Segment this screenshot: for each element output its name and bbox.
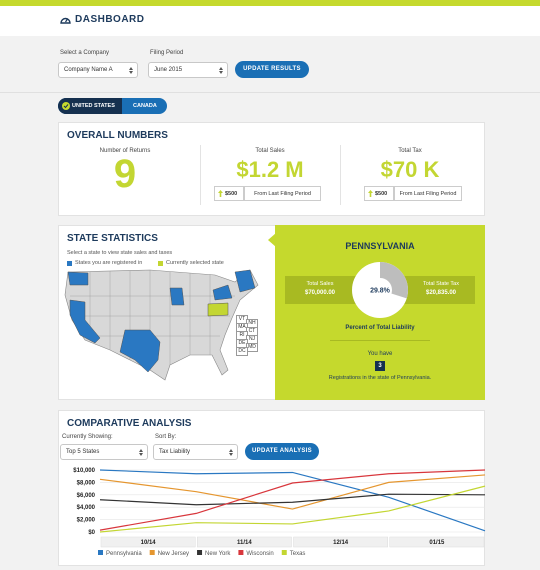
sales-label: Total Sales	[255, 148, 285, 154]
up-arrow	[368, 190, 373, 197]
tax-value: $70 K	[380, 157, 440, 182]
tax-change: $500	[364, 186, 394, 201]
dashboard-icon	[60, 17, 71, 24]
company-select[interactable]: Company Name A	[58, 62, 138, 78]
divider	[340, 145, 341, 205]
check-icon	[62, 102, 70, 110]
tab-us[interactable]	[58, 98, 122, 114]
overall-title: OVERALL NUMBERS	[67, 130, 168, 141]
sales-change-note: From Last Filing Period	[244, 186, 321, 201]
company-label: Select a Company	[60, 50, 110, 56]
registrations-note: Registrations in the state of Pennsylvan…	[328, 375, 432, 381]
select-arrows	[219, 67, 223, 74]
liability-caption: Percent of Total Liability	[345, 325, 415, 331]
header	[0, 6, 540, 36]
update-analysis-button[interactable]: UPDATE ANALYSIS	[245, 443, 319, 460]
sort-select[interactable]: Tax Liability	[153, 444, 238, 460]
divider	[200, 145, 201, 205]
select-arrows	[139, 449, 143, 456]
divider	[330, 340, 430, 341]
state-subtitle: Select a state to view state sales and t…	[67, 250, 173, 256]
tax-label: Total Tax	[398, 148, 422, 154]
us-map[interactable]	[60, 266, 270, 396]
tax-value: $20,835.00	[425, 290, 457, 296]
comparative-panel	[58, 410, 485, 566]
showing-value: Top 5 States	[66, 449, 100, 455]
top-bar	[0, 0, 540, 6]
tab-us-label: UNITED STATES	[72, 103, 115, 109]
up-arrow	[218, 190, 223, 197]
returns-value: 9	[113, 152, 137, 196]
legend-label: States you are registered in	[75, 260, 143, 266]
pie-hole	[368, 278, 392, 302]
legend-label: Currently selected state	[166, 260, 224, 266]
divider	[0, 92, 540, 93]
sales-label: Total Sales	[306, 281, 334, 287]
select-arrows	[129, 67, 133, 74]
showing-select[interactable]: Top 5 States	[60, 444, 148, 460]
legend-swatch	[67, 261, 72, 266]
tab-canada-label[interactable]: CANADA	[133, 103, 157, 109]
small-state[interactable]: DC	[236, 347, 248, 356]
select-arrows	[229, 449, 233, 456]
pie-label: 29.8%	[370, 288, 391, 295]
returns-label: Number of Returns	[99, 148, 151, 154]
company-value: Company Name A	[64, 67, 113, 73]
state-title: STATE STATISTICS	[67, 233, 158, 244]
liability-pie: 29.8%	[352, 262, 408, 318]
showing-label: Currently Showing:	[62, 434, 113, 440]
pointer	[268, 233, 276, 247]
you-have: You have	[367, 351, 393, 357]
period-select[interactable]: June 2015	[148, 62, 228, 78]
sort-value: Tax Liability	[159, 449, 191, 455]
tax-label: Total State Tax	[423, 281, 459, 287]
sales-change: $500	[214, 186, 244, 201]
comparative-title: COMPARATIVE ANALYSIS	[67, 418, 192, 429]
period-label: Filing Period	[150, 50, 184, 56]
legend-swatch	[158, 261, 163, 266]
update-results-button[interactable]: UPDATE RESULTS	[235, 61, 309, 78]
sales-value: $1.2 M	[236, 157, 304, 182]
sales-value: $70,000.00	[304, 290, 336, 296]
tax-change-note: From Last Filing Period	[394, 186, 462, 201]
registrations-count: 3	[375, 361, 385, 371]
period-value: June 2015	[154, 67, 183, 73]
selected-state: PENNSYLVANIA	[345, 241, 415, 251]
page-title: DASHBOARD	[75, 14, 145, 25]
sort-label: Sort By:	[155, 434, 177, 440]
